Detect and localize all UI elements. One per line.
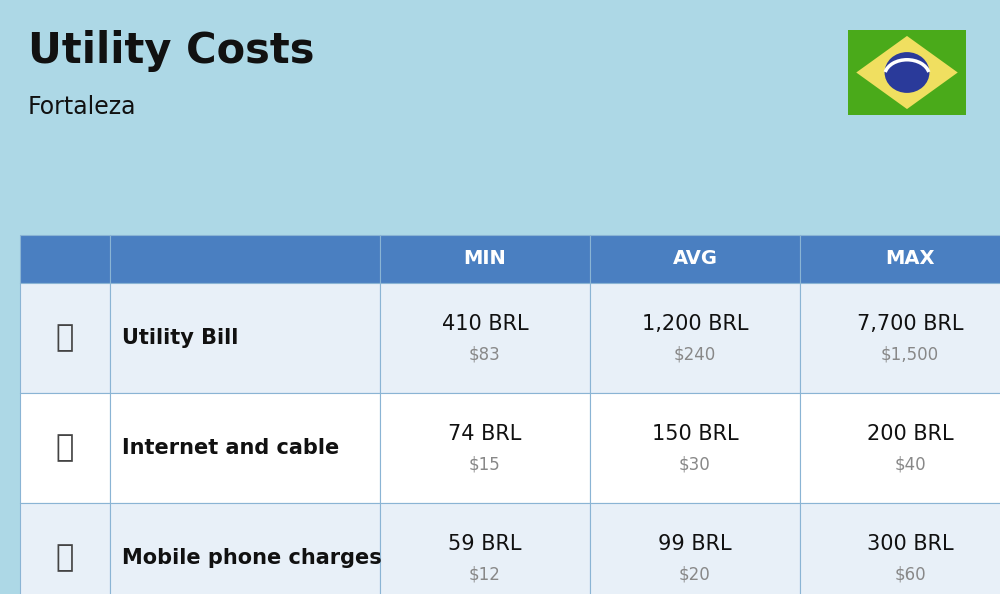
- Text: 74 BRL: 74 BRL: [448, 424, 522, 444]
- Bar: [110, 503, 380, 594]
- Bar: [110, 393, 380, 503]
- Text: $1,500: $1,500: [881, 345, 939, 363]
- Bar: [590, 283, 800, 393]
- Text: $30: $30: [679, 455, 711, 473]
- Bar: [380, 283, 590, 393]
- Bar: [380, 235, 590, 283]
- Text: Utility Bill: Utility Bill: [122, 328, 238, 348]
- Bar: [20, 503, 110, 594]
- Text: 🔌: 🔌: [56, 324, 74, 352]
- Bar: [20, 393, 110, 503]
- Bar: [590, 235, 800, 283]
- Bar: [800, 503, 1000, 594]
- Bar: [380, 393, 590, 503]
- Text: 150 BRL: 150 BRL: [652, 424, 738, 444]
- Text: Internet and cable: Internet and cable: [122, 438, 339, 458]
- Bar: [590, 503, 800, 594]
- Text: Mobile phone charges: Mobile phone charges: [122, 548, 382, 568]
- Bar: [110, 235, 380, 283]
- Text: 200 BRL: 200 BRL: [867, 424, 953, 444]
- Bar: [800, 283, 1000, 393]
- Text: $20: $20: [679, 565, 711, 583]
- Ellipse shape: [885, 52, 929, 93]
- Text: 99 BRL: 99 BRL: [658, 534, 732, 554]
- Text: MIN: MIN: [464, 249, 506, 268]
- Bar: [20, 235, 110, 283]
- Text: MAX: MAX: [885, 249, 935, 268]
- Bar: [590, 393, 800, 503]
- Text: AVG: AVG: [672, 249, 718, 268]
- Text: $60: $60: [894, 565, 926, 583]
- Text: Fortaleza: Fortaleza: [28, 95, 136, 119]
- Text: $83: $83: [469, 345, 501, 363]
- Text: $240: $240: [674, 345, 716, 363]
- Text: 📱: 📱: [56, 544, 74, 573]
- Bar: [20, 283, 110, 393]
- Bar: [800, 235, 1000, 283]
- Text: $40: $40: [894, 455, 926, 473]
- Bar: [110, 283, 380, 393]
- Bar: [800, 393, 1000, 503]
- Text: 1,200 BRL: 1,200 BRL: [642, 314, 748, 334]
- Text: 300 BRL: 300 BRL: [867, 534, 953, 554]
- Text: 59 BRL: 59 BRL: [448, 534, 522, 554]
- Bar: [380, 503, 590, 594]
- Polygon shape: [856, 36, 958, 109]
- Text: 410 BRL: 410 BRL: [442, 314, 528, 334]
- Bar: [848, 30, 966, 115]
- Text: Utility Costs: Utility Costs: [28, 30, 314, 72]
- Text: 7,700 BRL: 7,700 BRL: [857, 314, 963, 334]
- Text: 📶: 📶: [56, 434, 74, 463]
- Text: $12: $12: [469, 565, 501, 583]
- Text: $15: $15: [469, 455, 501, 473]
